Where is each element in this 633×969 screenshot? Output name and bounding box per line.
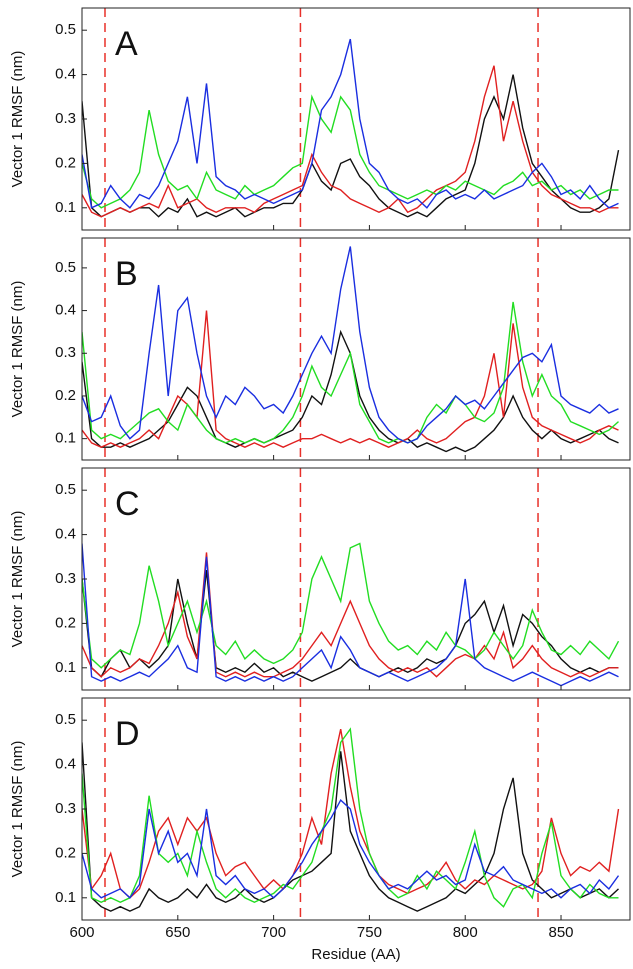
plot-area xyxy=(82,8,620,230)
y-tick-label: 0.3 xyxy=(55,800,76,817)
y-tick-label: 0.5 xyxy=(55,259,76,276)
series-line xyxy=(82,552,619,678)
x-tick-label: 650 xyxy=(165,924,190,941)
y-tick-label: 0.2 xyxy=(55,614,76,631)
panel-label: A xyxy=(115,25,138,63)
y-tick-label: 0.5 xyxy=(55,21,76,38)
series-line xyxy=(82,74,620,218)
plot-frame xyxy=(81,7,631,231)
plot-frame xyxy=(81,697,631,921)
plot-frame xyxy=(81,467,631,691)
y-tick-label: 0.3 xyxy=(55,570,76,587)
y-tick-label: 0.5 xyxy=(55,481,76,498)
plot-area xyxy=(82,698,620,920)
series-line xyxy=(82,728,620,899)
panel: 0.1 0.2 0.3 0.4 0.5 Vector 1 RMSF (nm) B xyxy=(9,237,631,461)
x-tick-label: 750 xyxy=(357,924,382,941)
series-line xyxy=(82,94,619,209)
plot-area xyxy=(82,238,619,460)
y-tick-label: 0.1 xyxy=(55,889,76,906)
y-tick-label: 0.3 xyxy=(55,110,76,127)
series-line xyxy=(82,798,620,899)
series-line xyxy=(82,542,620,669)
x-tick-label: 600 xyxy=(69,924,94,941)
x-tick-label: 700 xyxy=(261,924,286,941)
y-tick-label: 0.4 xyxy=(55,526,76,543)
plot-frame xyxy=(81,237,631,461)
series-line xyxy=(82,38,619,209)
series-line xyxy=(82,301,619,444)
y-tick-label: 0.4 xyxy=(55,756,76,773)
series-line xyxy=(82,543,619,687)
y-tick-label: 0.1 xyxy=(55,659,76,676)
y-tick-label: 0.5 xyxy=(55,711,76,728)
panel: 0.1 0.2 0.3 0.4 0.5 Vector 1 RMSF (nm) C xyxy=(9,467,631,691)
panel-label: D xyxy=(115,715,140,753)
series-line xyxy=(82,246,619,444)
y-axis-label: Vector 1 RMSF (nm) xyxy=(9,281,26,418)
y-tick-label: 0.4 xyxy=(55,302,76,319)
y-tick-label: 0.2 xyxy=(55,154,76,171)
x-tick-label: 850 xyxy=(549,924,574,941)
panel: 0.1 0.2 0.3 0.4 0.5 600 650 700 750 800 850 Vector … xyxy=(9,697,631,963)
y-axis-label: Vector 1 RMSF (nm) xyxy=(9,511,26,648)
x-axis-label: Residue (AA) xyxy=(311,946,400,963)
panel-label: B xyxy=(115,255,138,293)
y-tick-label: 0.4 xyxy=(55,66,76,83)
series-line xyxy=(82,65,619,218)
y-tick-label: 0.1 xyxy=(55,430,76,447)
y-axis-label: Vector 1 RMSF (nm) xyxy=(9,51,26,188)
series-line xyxy=(82,742,619,912)
panel: 0.1 0.2 0.3 0.4 0.5 Vector 1 RMSF (nm) A xyxy=(9,7,631,231)
series-line xyxy=(82,310,619,448)
y-tick-label: 0.2 xyxy=(55,844,76,861)
series-line xyxy=(82,727,619,908)
panel-label: C xyxy=(115,485,140,523)
plot-area xyxy=(82,468,620,690)
y-tick-label: 0.3 xyxy=(55,344,76,361)
y-axis-label: Vector 1 RMSF (nm) xyxy=(9,741,26,878)
y-tick-label: 0.2 xyxy=(55,387,76,404)
y-tick-label: 0.1 xyxy=(55,199,76,216)
x-tick-label: 800 xyxy=(453,924,478,941)
